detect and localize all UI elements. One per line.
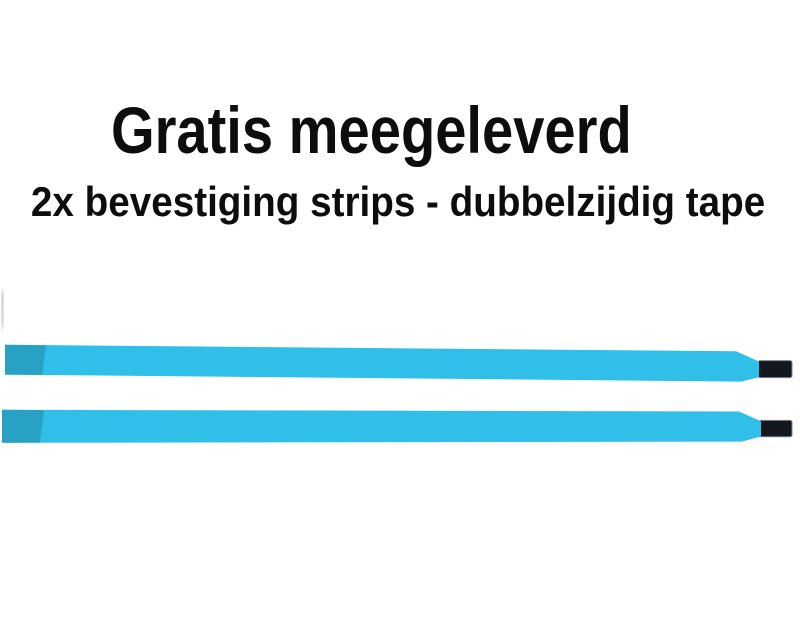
strip-1-black-tip [757, 360, 793, 379]
product-subtitle: 2x bevestiging strips - dubbelzijdig tap… [30, 178, 766, 225]
strip-2-liner-tab [2, 409, 44, 443]
strip-1-liner-tab [5, 344, 46, 375]
strip-2-black-tip [758, 419, 793, 438]
tape-strip-2 [2, 409, 793, 443]
strip-1-body [5, 344, 759, 382]
product-title: Gratis meegeleverd [110, 93, 632, 167]
subline-row: 2x bevestiging strips - dubbelzijdig tap… [0, 181, 798, 223]
strip-2-body [2, 409, 761, 443]
left-edge-crop-artifact [1, 287, 4, 332]
headline-row: Gratis meegeleverd [0, 97, 771, 163]
tape-strip-1 [5, 344, 793, 382]
